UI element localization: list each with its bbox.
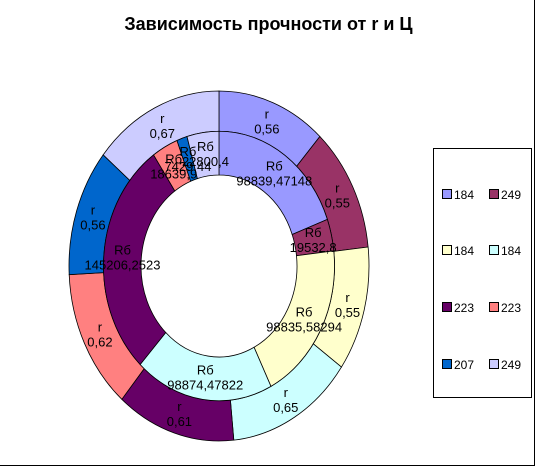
legend-swatch: [442, 302, 452, 312]
data-label-series: r: [345, 290, 350, 305]
data-label-series: r: [284, 385, 289, 400]
legend-swatch: [442, 189, 452, 199]
data-label-series: r: [335, 181, 340, 196]
data-label-value: 0,67: [150, 126, 175, 141]
inner-data-label: Rб 98874,47822: [167, 363, 243, 393]
data-label-value: 0,65: [273, 400, 298, 415]
outer-data-label: r 0,55: [335, 290, 360, 320]
inner-data-label: Rб 145206,2523: [85, 243, 161, 273]
data-label-series: Rб: [165, 151, 182, 166]
legend-swatch: [489, 359, 499, 369]
inner-data-label: Rб 7429,44: [164, 144, 211, 174]
legend-swatch: [442, 359, 452, 369]
legend-label: 223: [454, 301, 475, 315]
data-label-value: 22800,4: [182, 154, 229, 169]
legend-label: 184: [454, 244, 475, 258]
inner-data-label: Rб 19532,8: [290, 225, 337, 255]
data-label-value: 98839,47148: [236, 173, 312, 188]
inner-data-label: Rб 98839,47148: [236, 158, 312, 188]
data-label-series: Rб: [296, 305, 313, 320]
data-label-value: 98835,58294: [266, 320, 342, 335]
inner-data-label: Rб 98835,58294: [266, 305, 342, 335]
data-label-series: r: [265, 107, 270, 122]
inner-data-label: Rб 18639,9: [150, 151, 197, 181]
data-label-value: 7429,44: [164, 159, 211, 174]
outer-data-label: r 0,67: [150, 111, 175, 141]
outer-data-label: r 0,61: [167, 399, 192, 429]
data-label-value: 0,55: [335, 305, 360, 320]
inner-ring-segment: [186, 130, 220, 180]
data-label-value: 18639,9: [150, 166, 197, 181]
data-label-value: 0,56: [80, 217, 105, 232]
outer-data-label: r 0,55: [325, 181, 350, 211]
data-label-series: r: [177, 399, 182, 414]
legend-swatch: [489, 245, 499, 255]
legend-swatch: [442, 245, 452, 255]
data-label-value: 0,62: [87, 334, 112, 349]
inner-data-label: Rб 22800,4: [182, 139, 229, 169]
legend-label: 207: [454, 358, 475, 372]
legend: 184 249 184 184 223 223 207 249: [433, 148, 532, 398]
data-label-series: r: [91, 202, 96, 217]
data-label-series: r: [160, 111, 165, 126]
data-label-series: Rб: [197, 363, 214, 378]
legend-label: 249: [501, 358, 522, 372]
data-label-series: Rб: [197, 139, 214, 154]
outer-data-label: r 0,56: [254, 107, 279, 137]
legend-swatch: [489, 302, 499, 312]
outer-data-label: r 0,56: [80, 202, 105, 232]
legend-swatch: [489, 189, 499, 199]
outer-data-label: r 0,62: [87, 319, 112, 349]
data-label-series: r: [98, 319, 103, 334]
data-label-value: 0,55: [325, 196, 350, 211]
legend-label: 184: [454, 188, 475, 202]
legend-label: 223: [501, 301, 522, 315]
chart-title: Зависимость прочности от r и Ц: [124, 14, 413, 34]
outer-data-label: r 0,65: [273, 385, 298, 415]
data-label-series: Rб: [180, 144, 197, 159]
data-label-series: Rб: [266, 158, 283, 173]
legend-label: 249: [501, 188, 522, 202]
legend-label: 184: [501, 244, 522, 258]
data-label-value: 98874,47822: [167, 378, 243, 393]
data-label-series: Rб: [305, 225, 322, 240]
data-label-series: Rб: [114, 243, 131, 258]
data-label-value: 19532,8: [290, 240, 337, 255]
data-label-value: 145206,2523: [85, 258, 161, 273]
data-label-value: 0,61: [167, 414, 192, 429]
data-label-value: 0,56: [254, 122, 279, 137]
